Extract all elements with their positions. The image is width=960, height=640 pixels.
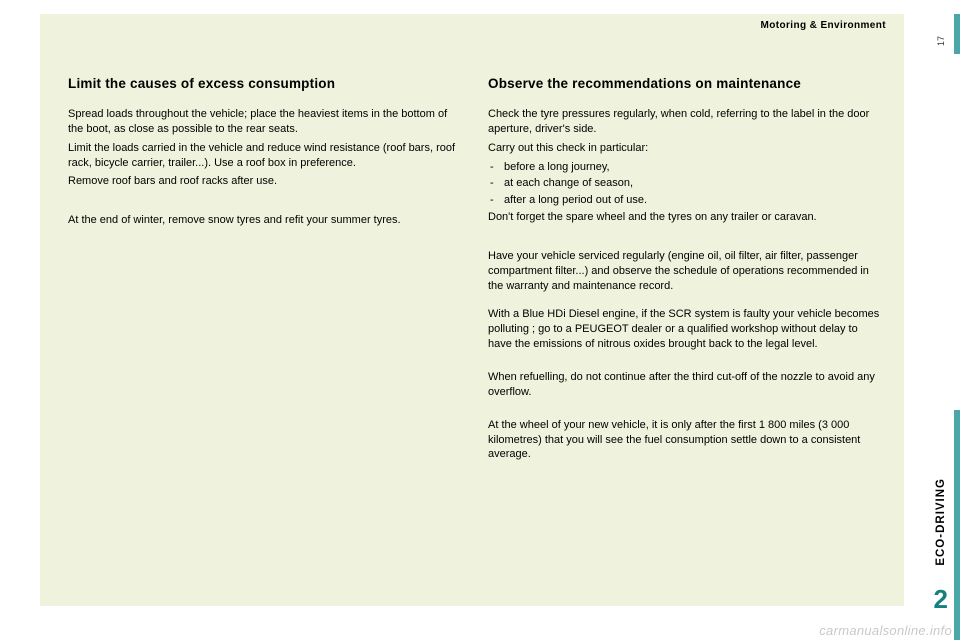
content-columns: Limit the causes of excess consumption S… [68, 76, 882, 466]
body-text: When refuelling, do not continue after t… [488, 370, 882, 400]
left-column: Limit the causes of excess consumption S… [68, 76, 462, 466]
list-item: -at each change of season, [488, 176, 882, 191]
accent-bar-bottom [954, 410, 960, 640]
list-item: -before a long journey, [488, 160, 882, 175]
chapter-number: 2 [934, 584, 948, 615]
watermark-text: carmanualsonline.info [819, 623, 952, 638]
right-heading: Observe the recommendations on maintenan… [488, 76, 882, 91]
page-number: 17 [936, 36, 946, 46]
body-text: Remove roof bars and roof racks after us… [68, 174, 462, 189]
left-heading: Limit the causes of excess consumption [68, 76, 462, 91]
body-text: Check the tyre pressures regularly, when… [488, 107, 882, 137]
bullet-text: before a long journey, [504, 160, 882, 175]
list-item: -after a long period out of use. [488, 193, 882, 208]
body-text: Spread loads throughout the vehicle; pla… [68, 107, 462, 137]
bullet-text: after a long period out of use. [504, 193, 882, 208]
section-label: ECO-DRIVING [935, 478, 947, 566]
accent-bar-top [954, 14, 960, 54]
right-column: Observe the recommendations on maintenan… [488, 76, 882, 466]
body-text: Limit the loads carried in the vehicle a… [68, 141, 462, 171]
right-gutter: ECO-DRIVING 2 [934, 478, 948, 615]
body-text: With a Blue HDi Diesel engine, if the SC… [488, 307, 882, 352]
body-text: At the end of winter, remove snow tyres … [68, 213, 462, 228]
bullet-text: at each change of season, [504, 176, 882, 191]
body-text: Carry out this check in particular: [488, 141, 882, 156]
manual-page: Motoring & Environment Limit the causes … [40, 14, 904, 606]
page-header-title: Motoring & Environment [761, 20, 886, 31]
body-text: At the wheel of your new vehicle, it is … [488, 418, 882, 463]
body-text: Have your vehicle serviced regularly (en… [488, 249, 882, 294]
body-text: Don't forget the spare wheel and the tyr… [488, 210, 882, 225]
